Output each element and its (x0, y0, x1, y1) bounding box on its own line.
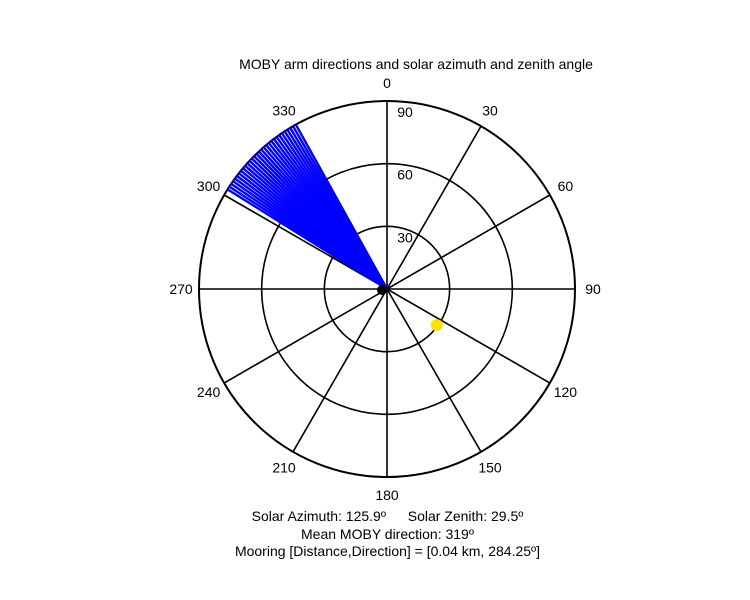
angle-tick-label: 120 (554, 384, 578, 400)
angle-tick-label: 90 (585, 281, 601, 297)
chart-title: MOBY arm directions and solar azimuth an… (239, 56, 593, 72)
angle-tick-label: 270 (169, 281, 193, 297)
mean-direction-line: Mean MOBY direction: 319º (0, 526, 750, 542)
angle-tick-label: 60 (558, 178, 574, 194)
solar-azimuth-label: Solar Azimuth: 125.9º (251, 508, 386, 524)
markers (377, 285, 443, 332)
sun-position-marker (430, 319, 443, 332)
radial-tick-label: 30 (397, 229, 413, 245)
radial-tick-label: 60 (397, 167, 413, 183)
mean-moby-direction-label: Mean MOBY direction: 319º (301, 526, 474, 542)
angle-tick-label: 30 (482, 103, 498, 119)
angle-tick-label: 300 (197, 178, 221, 194)
center-marker (377, 285, 387, 295)
solar-info-line: Solar Azimuth: 125.9º Solar Zenith: 29.5… (0, 508, 750, 524)
solar-zenith-label: Solar Zenith: 29.5º (407, 508, 524, 524)
angle-tick-label: 150 (478, 459, 502, 475)
moby-arm-directions (226, 123, 389, 291)
axis-labels: 0 30 60 90 120 150 180 210 240 270 300 330 30 60 90 (169, 75, 601, 503)
angle-tick-label: 0 (383, 75, 391, 91)
radial-tick-label: 90 (397, 104, 413, 120)
angle-tick-label: 210 (272, 459, 296, 475)
angle-tick-label: 330 (272, 103, 296, 119)
angle-tick-label: 180 (375, 487, 399, 503)
angle-tick-label: 240 (197, 384, 221, 400)
moby-arm-line (294, 123, 389, 290)
mooring-line: Mooring [Distance,Direction] = [0.04 km,… (0, 543, 750, 559)
mooring-label: Mooring [Distance,Direction] = [0.04 km,… (234, 543, 541, 559)
